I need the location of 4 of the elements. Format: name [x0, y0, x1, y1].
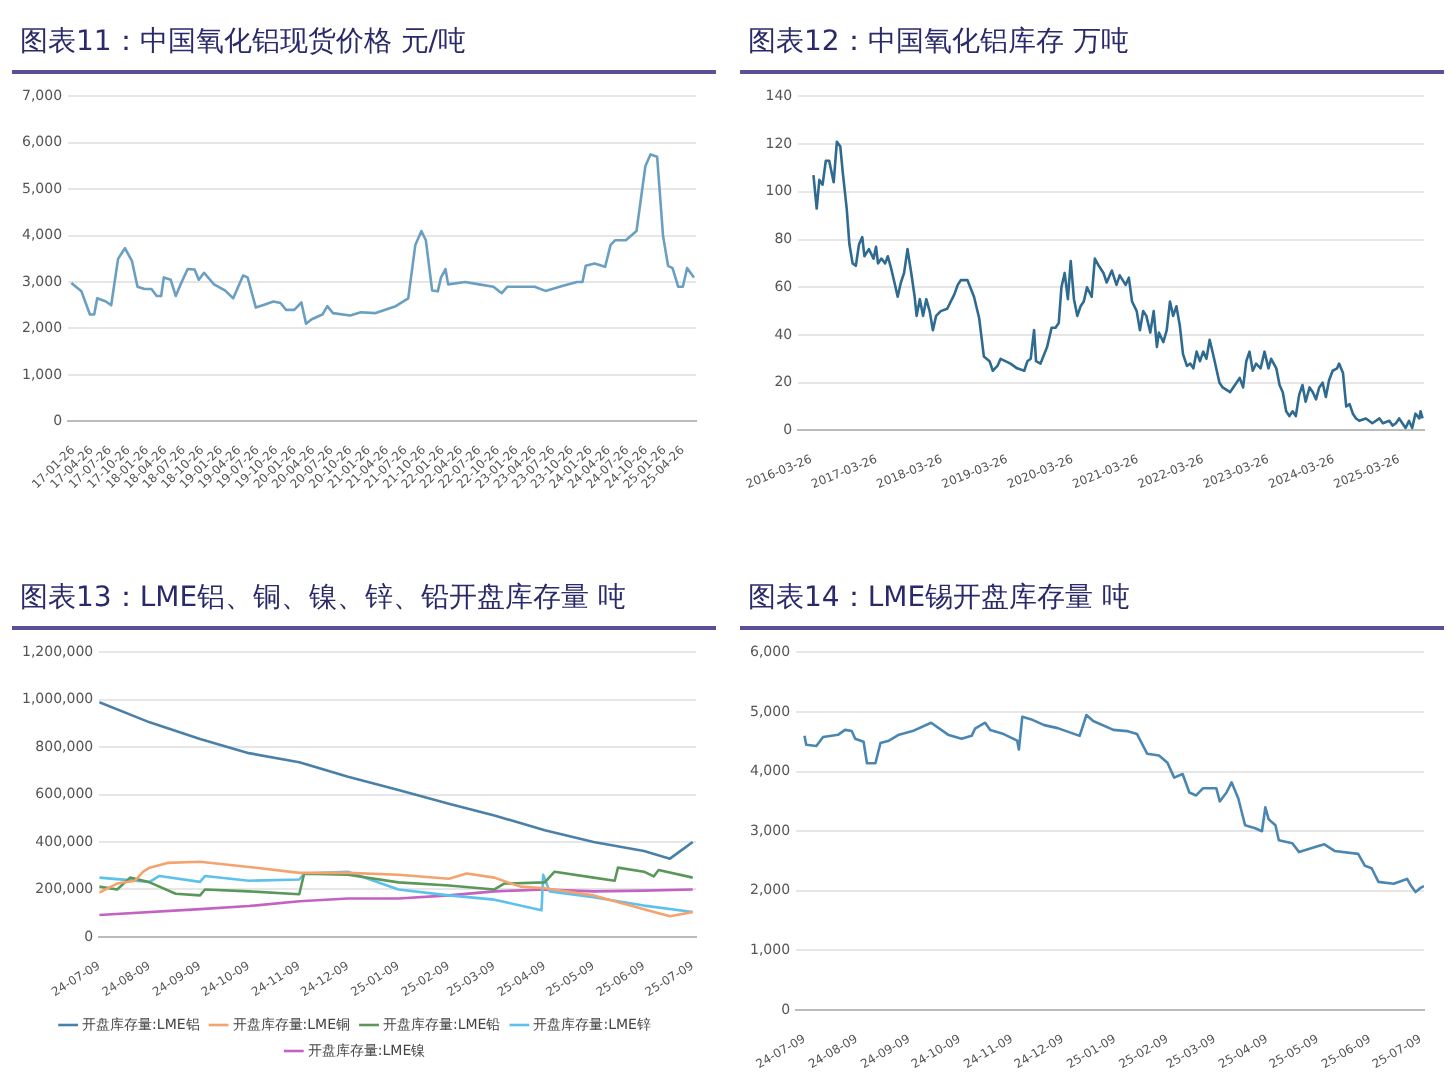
chart-title: 图表13：LME铝、铜、镍、锌、铅开盘库存量 吨 [12, 576, 716, 630]
chart-title: 图表12：中国氧化铝库存 万吨 [740, 20, 1444, 74]
chart-title: 图表11：中国氧化铝现货价格 元/吨 [12, 20, 716, 74]
chart-title: 图表14：LME锡开盘库存量 吨 [740, 576, 1444, 630]
